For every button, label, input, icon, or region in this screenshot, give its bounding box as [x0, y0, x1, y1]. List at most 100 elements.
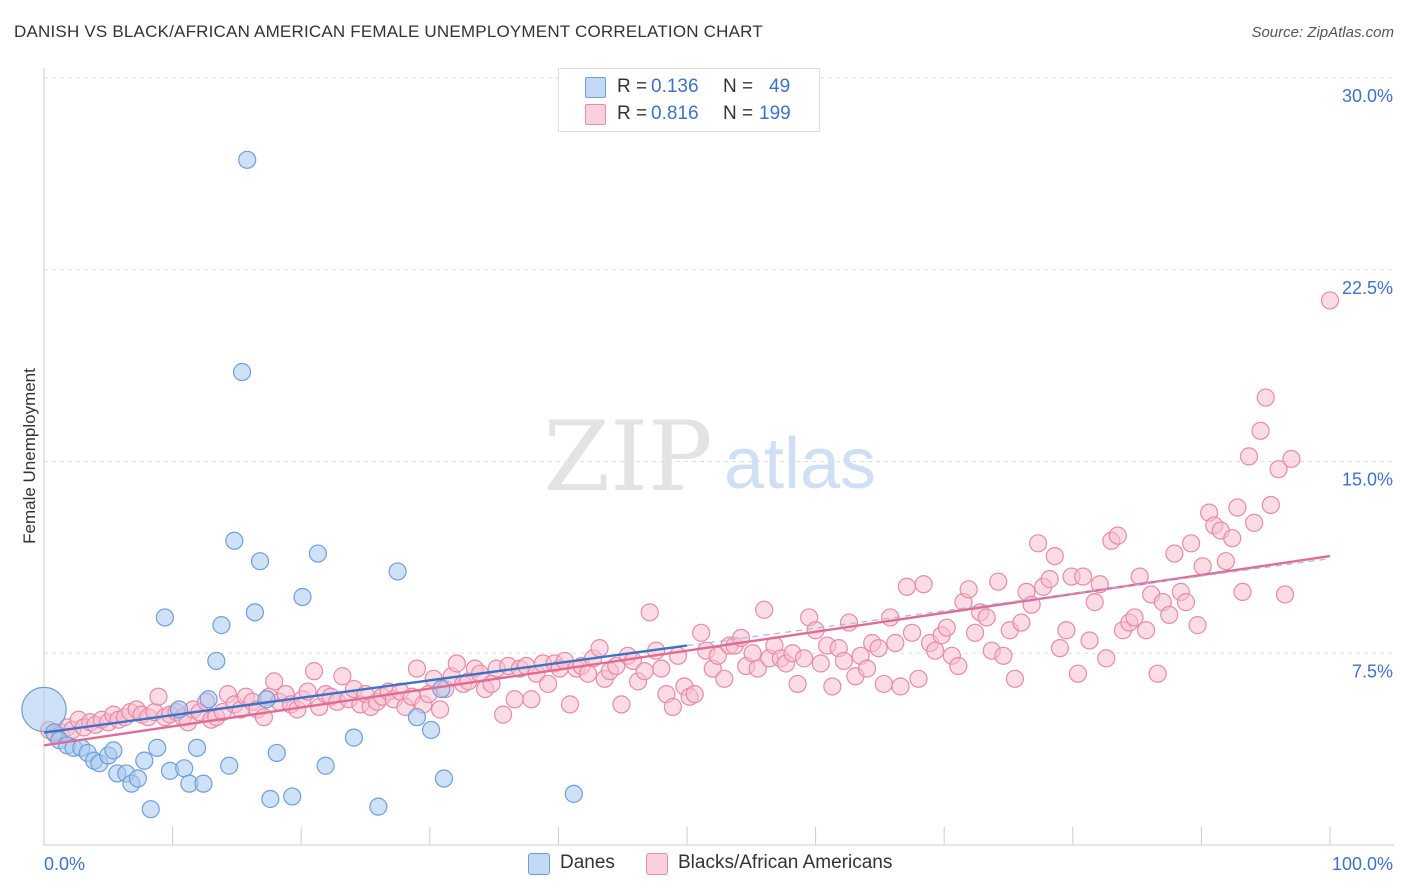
data-point-blacks — [949, 656, 968, 676]
data-point-blacks — [590, 639, 609, 658]
data-point-blacks — [612, 695, 631, 714]
data-point-blacks — [1125, 608, 1144, 627]
data-point-blacks — [560, 695, 580, 714]
data-point-danes — [245, 603, 265, 622]
data-point-blacks — [788, 674, 807, 694]
data-point-blacks — [1223, 529, 1242, 548]
legend-n-label: N = — [723, 103, 754, 124]
data-point-blacks — [539, 674, 558, 694]
legend-r-label: R = — [617, 76, 648, 97]
data-point-blacks — [265, 672, 284, 691]
data-point-blacks — [1085, 593, 1104, 612]
data-point-blacks — [715, 669, 734, 688]
data-point-blacks — [1050, 639, 1070, 658]
legend-n-value: 49 — [769, 76, 791, 97]
data-point-blacks — [1182, 534, 1201, 553]
data-point-danes — [141, 800, 160, 819]
watermark-zip: ZIP — [543, 401, 712, 513]
y-tick-label: 30.0% — [1342, 86, 1393, 106]
data-point-danes — [267, 743, 286, 763]
data-point-blacks — [1193, 557, 1212, 576]
data-point-blacks — [891, 677, 910, 696]
data-point-blacks — [743, 644, 762, 663]
data-point-blacks — [977, 608, 996, 627]
data-point-blacks — [965, 623, 985, 642]
data-point-blacks — [914, 575, 933, 594]
data-point-danes — [283, 787, 302, 806]
danes-swatch — [528, 853, 550, 875]
data-point-blacks — [1012, 613, 1031, 632]
data-point-danes — [187, 738, 207, 757]
data-point-danes — [344, 728, 364, 747]
source-credit: Source: ZipAtlas.com — [1251, 24, 1394, 41]
data-point-danes — [238, 150, 257, 169]
data-point-blacks — [1160, 605, 1179, 625]
data-point-blacks — [1045, 546, 1064, 566]
data-point-blacks — [1176, 593, 1196, 612]
legend-r-value: 0.816 — [651, 103, 699, 124]
data-point-blacks — [994, 646, 1013, 665]
data-point-blacks — [874, 674, 893, 694]
data-point-blacks — [1073, 567, 1093, 586]
danes-swatch — [585, 77, 606, 98]
data-point-blacks — [1068, 664, 1088, 683]
data-point-danes — [212, 616, 231, 635]
chart-title: DANISH VS BLACK/AFRICAN AMERICAN FEMALE … — [14, 22, 763, 41]
data-point-blacks — [1188, 616, 1207, 635]
data-point-danes — [220, 756, 239, 775]
legend-r-value: 0.136 — [651, 76, 699, 97]
data-point-blacks — [430, 700, 450, 719]
data-point-blacks — [522, 690, 541, 709]
data-point-blacks — [640, 603, 659, 622]
data-point-blacks — [794, 649, 814, 668]
data-point-blacks — [909, 669, 928, 688]
data-point-blacks — [407, 659, 427, 678]
data-point-danes — [135, 751, 154, 770]
data-point-danes — [148, 738, 167, 757]
blacks-swatch — [646, 853, 668, 875]
data-point-danes — [421, 720, 441, 740]
x-tick-label: 100.0% — [1332, 854, 1393, 874]
trend-line-danes-extension — [686, 558, 1331, 647]
data-point-blacks — [1245, 513, 1264, 532]
legend-label-danes: Danes — [560, 852, 615, 873]
data-point-danes — [128, 769, 147, 788]
data-point-blacks — [755, 600, 774, 619]
data-point-blacks — [663, 697, 682, 717]
data-point-blacks — [494, 705, 513, 724]
data-point-blacks — [149, 687, 168, 706]
data-point-danes — [199, 690, 218, 709]
data-point-blacks — [1256, 388, 1275, 407]
data-point-danes — [225, 531, 244, 550]
data-point-blacks — [1057, 621, 1076, 640]
data-point-danes — [232, 362, 252, 382]
data-point-blacks — [897, 577, 917, 596]
data-point-blacks — [834, 651, 853, 671]
data-point-blacks — [1320, 291, 1340, 310]
data-point-danes — [293, 587, 312, 607]
x-tick-label: 0.0% — [44, 854, 85, 874]
data-point-blacks — [1216, 552, 1235, 571]
blacks-swatch — [585, 104, 606, 125]
data-point-blacks — [1239, 447, 1259, 466]
data-point-danes — [207, 651, 226, 671]
data-point-blacks — [1108, 526, 1127, 545]
data-point-danes — [369, 797, 388, 816]
legend-n-label: N = — [723, 76, 754, 97]
legend-label-blacks: Blacks/African Americans — [678, 852, 893, 873]
data-point-danes — [316, 756, 335, 775]
data-point-blacks — [1137, 621, 1156, 640]
data-point-blacks — [333, 667, 352, 686]
tick-labels: 7.5% 15.0% 22.5% 30.0% 0.0% 100.0% — [44, 86, 1393, 874]
y-tick-label: 7.5% — [1352, 661, 1393, 681]
data-point-blacks — [1261, 495, 1280, 515]
data-point-danes — [308, 544, 328, 563]
data-point-blacks — [1080, 631, 1099, 650]
data-point-blacks — [926, 641, 945, 660]
data-point-blacks — [1233, 582, 1252, 601]
data-point-blacks — [902, 623, 922, 642]
data-point-blacks — [505, 690, 524, 709]
data-point-danes — [155, 608, 174, 627]
data-point-danes — [261, 789, 280, 809]
